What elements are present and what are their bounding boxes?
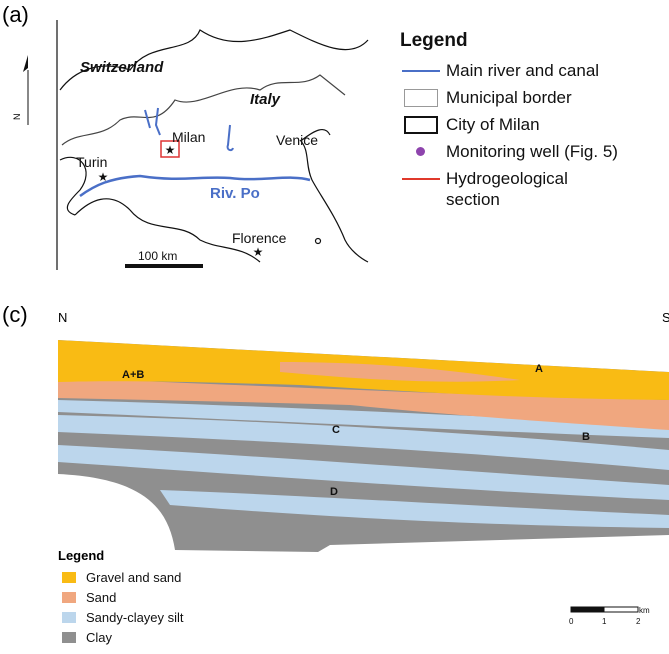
legend-swatch <box>62 632 76 643</box>
north-arrow <box>23 55 28 72</box>
legend-title: Legend <box>58 548 104 563</box>
legend-label: Sandy-clayey silt <box>86 610 184 625</box>
legend-item: Main river and canal <box>400 60 669 87</box>
unit-label: A <box>535 363 543 375</box>
river <box>144 107 234 152</box>
legend-symbol <box>400 87 446 109</box>
legend-symbol <box>400 141 446 163</box>
coast <box>299 139 369 263</box>
unit-label: A+B <box>122 369 144 381</box>
north-label: N <box>58 310 67 325</box>
legend-label: Monitoring well (Fig. 5) <box>446 142 618 161</box>
river-po <box>79 174 311 198</box>
unit-label: B <box>582 431 590 443</box>
scale-bar <box>125 264 203 268</box>
legend-swatch <box>62 572 76 583</box>
place-label: Florence <box>232 230 287 246</box>
coast <box>301 128 331 141</box>
section <box>58 340 669 552</box>
legend-symbol <box>400 168 446 190</box>
scale-tick: 1 <box>602 617 607 626</box>
legend-label: Clay <box>86 630 113 645</box>
island <box>314 237 322 245</box>
panel-label: (a) <box>2 2 29 27</box>
scale-tick: 2 <box>636 617 641 626</box>
legend-item: Hydrogeological section <box>400 168 669 218</box>
panel-label: (c) <box>2 302 28 327</box>
scale-tick: 0 <box>569 617 574 626</box>
legend-title: Legend <box>400 30 468 51</box>
scale-unit: km <box>639 606 650 615</box>
unit-label: D <box>330 486 338 498</box>
legend-swatch <box>62 592 76 603</box>
milan-box <box>160 140 180 158</box>
star: ★ <box>165 143 176 157</box>
river-label: Riv. Po <box>210 185 260 202</box>
legend-label: Hydrogeological section <box>446 169 568 209</box>
north-label: N <box>12 114 22 121</box>
star: ★ <box>98 170 109 184</box>
legend-item: Monitoring well (Fig. 5) <box>400 141 669 168</box>
legend-swatch <box>62 612 76 623</box>
coast <box>74 198 261 263</box>
silt <box>160 490 669 528</box>
silt <box>58 415 669 470</box>
scale-bar <box>570 606 605 613</box>
legend-label: Sand <box>86 590 116 605</box>
place-label: Italy <box>250 91 281 108</box>
legend-item: Municipal border <box>400 87 669 114</box>
map-legend: Legend Main river and canal Municipal bo… <box>400 30 669 218</box>
unit-label: C <box>332 424 340 436</box>
place-label: Switzerland <box>80 59 164 76</box>
sand <box>280 362 520 382</box>
scale-label: 100 km <box>138 249 177 263</box>
legend-label: Municipal border <box>446 88 572 107</box>
sand <box>58 378 669 430</box>
star: ★ <box>253 245 264 259</box>
border <box>61 74 346 146</box>
rivers <box>79 107 311 198</box>
legend-label: Main river and canal <box>446 61 600 80</box>
map <box>56 20 369 270</box>
silt <box>58 400 669 438</box>
legend-symbol <box>400 60 446 82</box>
legend-label: Gravel and sand <box>86 570 181 585</box>
south-label: S <box>662 310 669 325</box>
place-label: Venice <box>276 132 318 148</box>
place-label: Milan <box>172 129 205 145</box>
place-label: Turin <box>76 154 107 170</box>
coast <box>59 156 87 216</box>
legend-symbol <box>400 114 446 136</box>
legend-label: City of Milan <box>446 115 540 134</box>
silt <box>58 445 669 500</box>
border <box>59 29 369 91</box>
legend-item: City of Milan <box>400 114 669 141</box>
scale-bar <box>603 606 639 613</box>
